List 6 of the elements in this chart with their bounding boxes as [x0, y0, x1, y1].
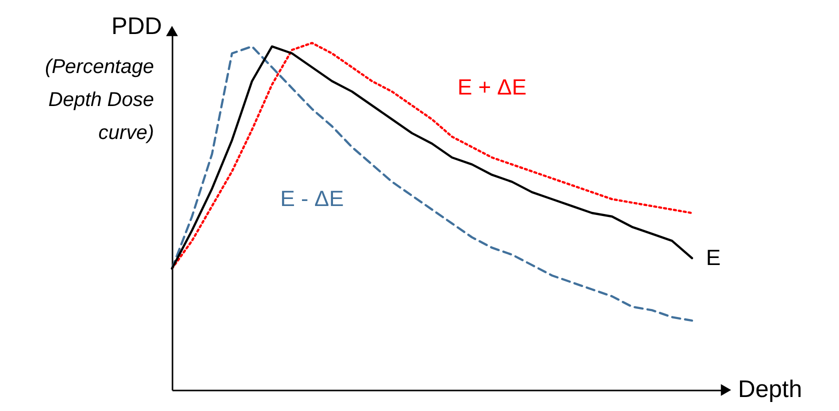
- series-label: E - ΔE: [280, 186, 344, 211]
- series-label: E: [706, 245, 721, 270]
- y-axis-title: PDD: [111, 13, 162, 40]
- x-axis-title: Depth: [738, 376, 802, 403]
- text: (Percentage Depth Dose curve): [45, 56, 154, 144]
- series-label: E + ΔE: [457, 74, 527, 100]
